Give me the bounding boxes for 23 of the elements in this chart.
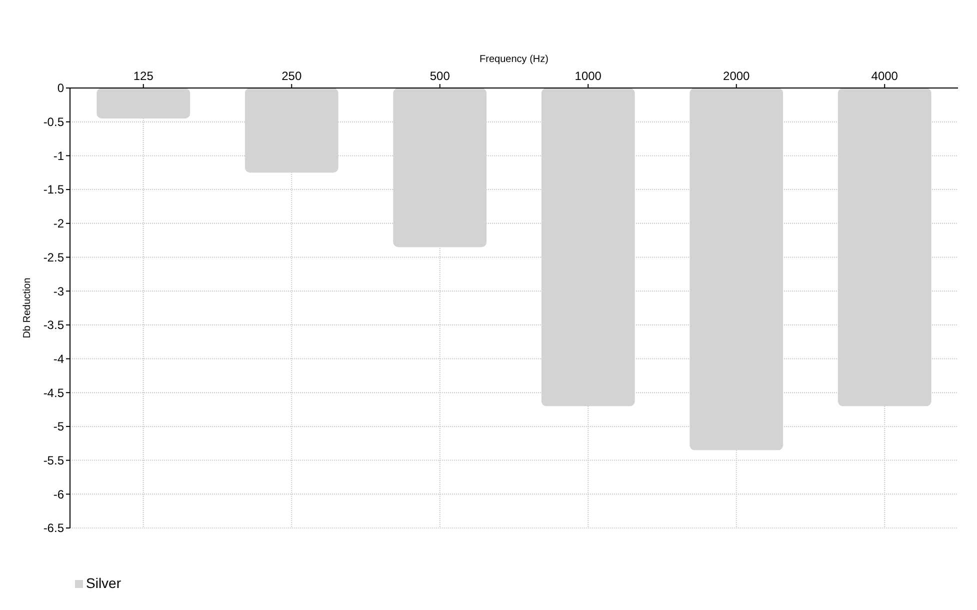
x-tick-label: 250 — [282, 69, 302, 83]
y-tick-label: -4 — [53, 352, 64, 366]
y-tick-label: -6 — [53, 487, 64, 502]
x-tick-label: 4000 — [871, 69, 898, 83]
y-tick-label: -2 — [53, 216, 64, 231]
x-tick-label: 125 — [133, 69, 154, 83]
y-tick-label: -3.5 — [43, 318, 64, 332]
x-tick-label: 500 — [430, 69, 450, 83]
y-tick-label: -5 — [53, 420, 64, 434]
y-tick-label: -1.5 — [43, 182, 64, 197]
y-tick-label: -5.5 — [43, 454, 64, 468]
y-tick-label: -0.5 — [43, 115, 64, 130]
legend-label: Silver — [86, 575, 122, 591]
y-tick-label: -4.5 — [43, 386, 64, 400]
y-axis-title: Db Reduction — [22, 278, 33, 338]
y-tick-label: -1 — [53, 148, 64, 163]
x-tick-label: 1000 — [574, 69, 602, 83]
y-tick-label: -2.5 — [43, 250, 64, 264]
y-tick-label: -6.5 — [43, 521, 64, 536]
y-tick-label: 0 — [57, 81, 64, 96]
y-tick-label: -3 — [53, 284, 64, 298]
x-axis-title: Frequency (Hz) — [480, 54, 548, 65]
x-tick-label: 2000 — [723, 69, 750, 83]
